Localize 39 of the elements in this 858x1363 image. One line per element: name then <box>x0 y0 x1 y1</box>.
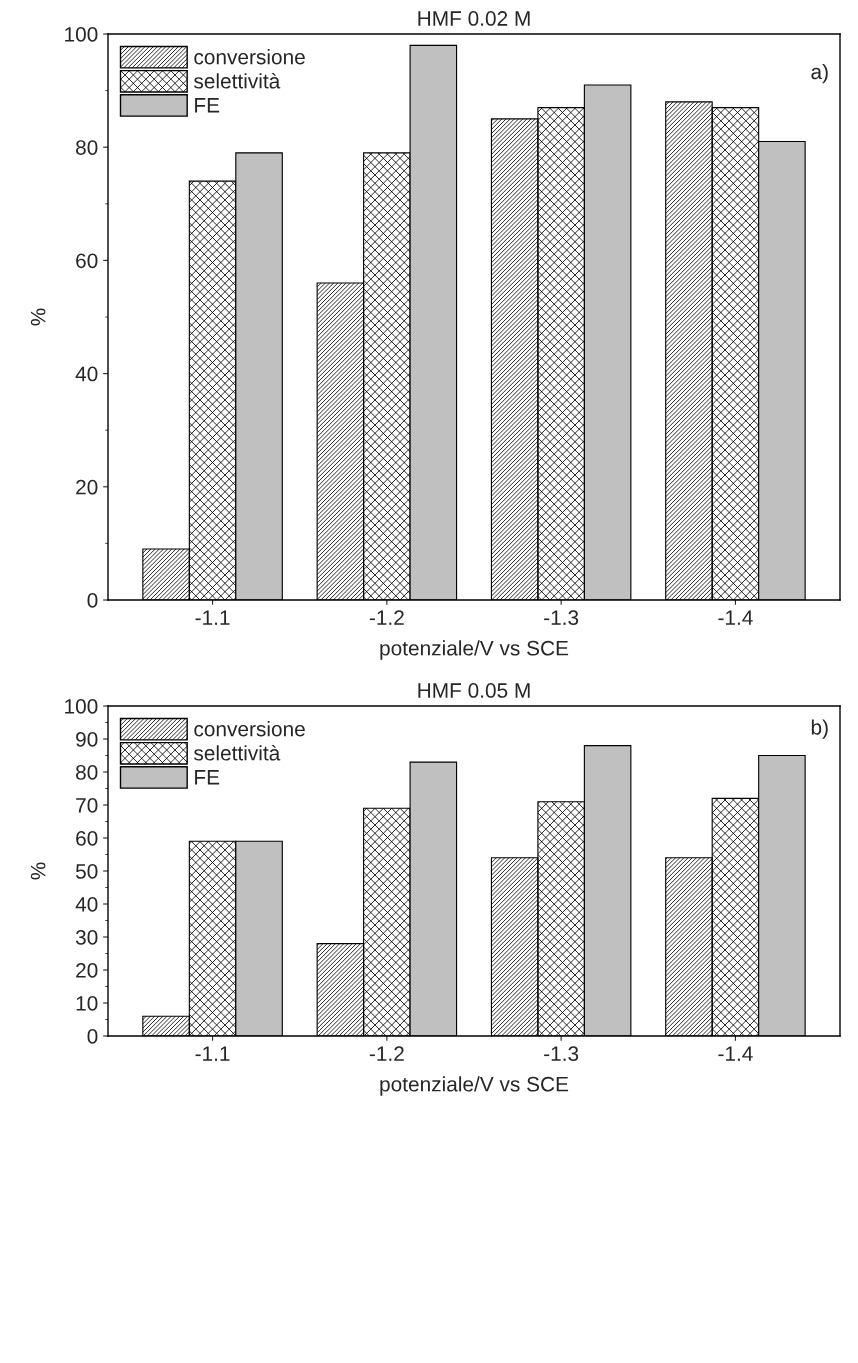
y-tick-label: 30 <box>75 930 98 945</box>
y-axis-title: % <box>30 862 46 880</box>
x-tick-label: -1.1 <box>195 1046 230 1061</box>
y-tick-label: 60 <box>76 831 98 846</box>
x-tick-label: -1.3 <box>544 1046 579 1062</box>
x-axis-title: potenziale/V vs SCE <box>380 640 569 660</box>
y-tick-label: 10 <box>76 996 98 1011</box>
y-tick-label: 20 <box>76 963 98 978</box>
y-tick-label: 100 <box>65 27 98 42</box>
y-tick-label: 60 <box>76 253 98 269</box>
legend-label: conversione <box>194 49 305 65</box>
y-tick-label: 80 <box>76 765 98 780</box>
y-tick-label: 0 <box>87 1029 98 1044</box>
chart-title: HMF 0.05 M <box>418 683 530 698</box>
y-tick-label: 40 <box>75 366 98 382</box>
x-tick-label: -1.2 <box>369 610 404 625</box>
y-tick-label: 90 <box>76 732 98 747</box>
y-tick-label: 20 <box>76 479 98 495</box>
x-axis-title: potenziale/V vs SCE <box>380 1076 569 1096</box>
y-tick-label: 50 <box>75 864 98 879</box>
legend-label: FE <box>195 770 220 785</box>
legend-label: selettività <box>194 72 281 89</box>
legend-label: selettività <box>194 744 281 761</box>
x-tick-label: -1.4 <box>718 610 753 625</box>
y-axis-title: % <box>30 308 46 326</box>
x-tick-label: -1.4 <box>718 1046 753 1061</box>
annotation: a) <box>811 63 828 84</box>
x-tick-label: -1.3 <box>544 610 579 626</box>
legend-label: conversione <box>194 721 305 737</box>
y-tick-label: 80 <box>76 140 98 155</box>
y-tick-label: 40 <box>75 897 98 912</box>
annotation: b) <box>811 719 828 739</box>
y-tick-label: 100 <box>65 699 98 714</box>
y-tick-label: 0 <box>87 593 98 608</box>
chart-title: HMF 0.02 M <box>418 11 530 26</box>
legend-label: FE <box>195 98 220 113</box>
x-tick-label: -1.2 <box>369 1046 404 1061</box>
y-tick-label: 70 <box>76 798 98 813</box>
x-tick-label: -1.1 <box>195 610 230 625</box>
